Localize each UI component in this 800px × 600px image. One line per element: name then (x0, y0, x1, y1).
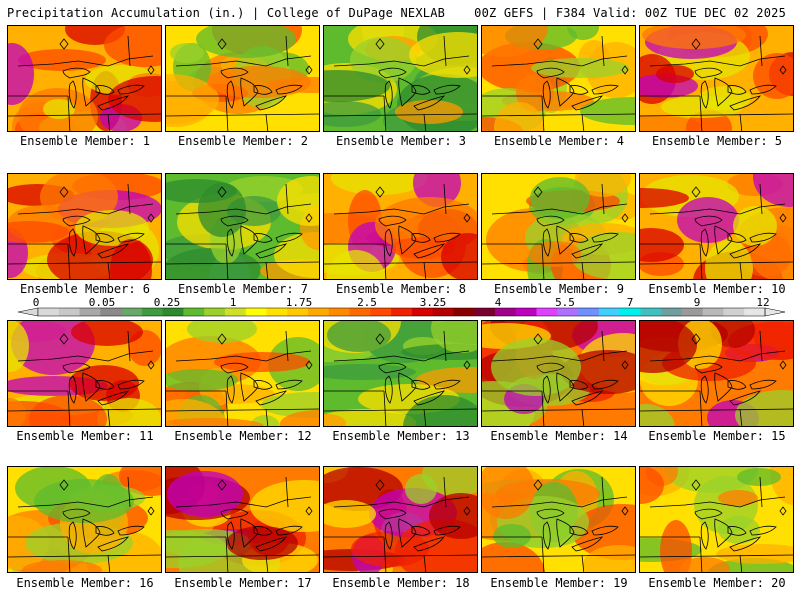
colorbar-swatch (536, 308, 558, 316)
colorbar-tick-label: 7 (626, 296, 634, 309)
ensemble-member-label: Ensemble Member: 8 (335, 282, 467, 296)
ensemble-map-panel (639, 320, 794, 427)
ensemble-map-panel (481, 25, 636, 132)
ensemble-member-label: Ensemble Member: 20 (648, 576, 786, 590)
colorbar-swatch (100, 308, 122, 316)
ensemble-member-label: Ensemble Member: 16 (16, 576, 154, 590)
ensemble-map-panel (7, 320, 162, 427)
ensemble-map-panel (481, 466, 636, 573)
colorbar-swatch (702, 308, 724, 316)
colorbar-swatch (162, 308, 184, 316)
colorbar-swatch (183, 308, 205, 316)
ensemble-member-label: Ensemble Member: 18 (332, 576, 470, 590)
ensemble-map-panel (323, 25, 478, 132)
colorbar-swatch (266, 308, 288, 316)
ensemble-map-panel (481, 320, 636, 427)
colorbar-swatch (224, 308, 247, 316)
colorbar-swatch (38, 308, 60, 316)
ensemble-member-label: Ensemble Member: 2 (177, 134, 309, 148)
colorbar-swatch (578, 308, 600, 316)
colorbar-swatch (598, 308, 621, 316)
colorbar-swatch (141, 308, 164, 316)
ensemble-map-panel (639, 25, 794, 132)
colorbar-swatch (349, 308, 371, 316)
ensemble-map-panel (323, 320, 478, 427)
ensemble-member-label: Ensemble Member: 5 (651, 134, 783, 148)
ensemble-member-label: Ensemble Member: 1 (19, 134, 151, 148)
ensemble-map-panel (165, 466, 320, 573)
colorbar-swatch (121, 308, 143, 316)
ensemble-member-label: Ensemble Member: 6 (19, 282, 151, 296)
colorbar-swatch (474, 308, 496, 316)
ensemble-member-label: Ensemble Member: 3 (335, 134, 467, 148)
colorbar-swatch (744, 308, 766, 316)
model-run-info: 00Z GEFS | F384 Valid: 00Z TUE DEC 02 20… (474, 6, 786, 20)
colorbar-swatch (391, 308, 413, 316)
ensemble-member-label: Ensemble Member: 7 (177, 282, 309, 296)
colorbar-tick-label: 1 (229, 296, 237, 309)
ensemble-member-label: Ensemble Member: 19 (490, 576, 628, 590)
colorbar-tick-label: 3.25 (419, 296, 447, 309)
colorbar-tick-label: 4 (494, 296, 502, 309)
colorbar-swatch (494, 308, 517, 316)
ensemble-member-label: Ensemble Member: 14 (490, 429, 628, 443)
colorbar-tick-label: 0 (32, 296, 40, 309)
colorbar-swatch (308, 308, 330, 316)
colorbar-swatch (661, 308, 683, 316)
ensemble-member-label: Ensemble Member: 4 (493, 134, 625, 148)
colorbar-tick-label: 0.05 (88, 296, 116, 309)
ensemble-member-label: Ensemble Member: 13 (332, 429, 470, 443)
colorbar-swatch (287, 308, 309, 316)
colorbar-swatch (640, 308, 662, 316)
ensemble-map-panel (165, 25, 320, 132)
colorbar-swatch (79, 308, 101, 316)
ensemble-map-panel (481, 173, 636, 280)
ensemble-map-panel (7, 466, 162, 573)
ensemble-map-panel (165, 320, 320, 427)
colorbar-tick-label: 5.5 (555, 296, 575, 309)
ensemble-map-panel (323, 173, 478, 280)
colorbar-tick-label: 12 (756, 296, 770, 309)
colorbar-tick-label: 0.25 (153, 296, 181, 309)
ensemble-map-panel (323, 466, 478, 573)
ensemble-map-panel (7, 25, 162, 132)
colorbar-max-arrow (764, 307, 786, 317)
ensemble-member-label: Ensemble Member: 12 (174, 429, 312, 443)
colorbar-swatch (681, 308, 704, 316)
colorbar-swatch (619, 308, 641, 316)
colorbar (17, 307, 786, 317)
colorbar-swatch (370, 308, 392, 316)
colorbar-swatch (411, 308, 434, 316)
colorbar-swatch (58, 308, 81, 316)
ensemble-member-label: Ensemble Member: 15 (648, 429, 786, 443)
colorbar-swatch (328, 308, 351, 316)
ensemble-member-label: Ensemble Member: 9 (493, 282, 625, 296)
colorbar-swatch (453, 308, 475, 316)
colorbar-swatch (245, 308, 267, 316)
colorbar-min-arrow (17, 307, 39, 317)
colorbar-tick-label: 2.5 (357, 296, 377, 309)
colorbar-swatch (432, 308, 454, 316)
colorbar-swatch (723, 308, 745, 316)
ensemble-member-label: Ensemble Member: 17 (174, 576, 312, 590)
ensemble-map-panel (639, 173, 794, 280)
colorbar-tick-label: 9 (693, 296, 701, 309)
ensemble-map-panel (7, 173, 162, 280)
ensemble-member-label: Ensemble Member: 10 (648, 282, 786, 296)
ensemble-map-panel (165, 173, 320, 280)
ensemble-map-panel (639, 466, 794, 573)
colorbar-swatch (515, 308, 538, 316)
colorbar-swatch (204, 308, 226, 316)
map-title: Precipitation Accumulation (in.) | Colle… (7, 6, 446, 20)
colorbar-swatch (557, 308, 579, 316)
colorbar-tick-label: 1.75 (285, 296, 313, 309)
ensemble-member-label: Ensemble Member: 11 (16, 429, 154, 443)
